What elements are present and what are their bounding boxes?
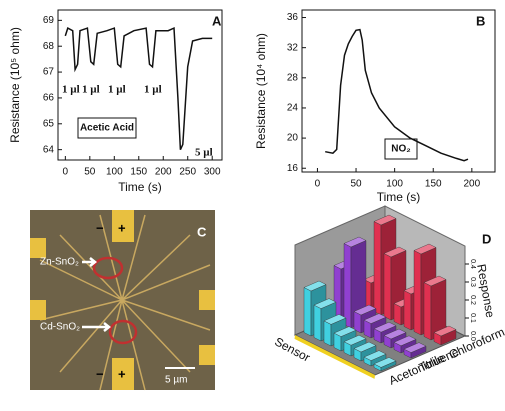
- bar-top: [393, 335, 417, 347]
- floor-edge: [294, 335, 375, 379]
- annotation: 1 µl: [62, 84, 80, 96]
- bar-top: [333, 326, 357, 337]
- panel-label: C: [197, 224, 207, 239]
- y-tick-label: 16: [287, 163, 299, 174]
- bar-front: [403, 290, 412, 331]
- bar: [343, 236, 367, 329]
- electrode-sign: +: [118, 366, 126, 381]
- bar-top: [343, 236, 367, 248]
- annotation: 5 µl: [195, 147, 213, 159]
- y-tick-label: 67: [43, 67, 55, 78]
- x-tick-label: 50: [84, 167, 96, 178]
- y-axis-label: Resistance (10⁴ ohm): [254, 33, 268, 149]
- x-tick-label: 150: [425, 179, 442, 190]
- bar-top: [343, 334, 367, 346]
- x-tick-label: 100: [106, 167, 123, 178]
- bar-front: [343, 243, 352, 329]
- panel-label: D: [482, 231, 491, 246]
- x-tick-label: 0: [63, 167, 69, 178]
- x-axis-label: Time (s): [377, 190, 421, 204]
- y-tick-label: 65: [43, 118, 55, 129]
- x-tick-label: 100: [386, 179, 403, 190]
- z-tick-label: 0.0: [469, 331, 476, 341]
- bar-top: [383, 246, 407, 258]
- annotation: NO₂: [391, 144, 410, 155]
- sample-label: Zn-SnO₂: [40, 257, 79, 268]
- bar: [363, 350, 387, 367]
- bar-front: [373, 221, 382, 316]
- x-tick-label: 200: [155, 167, 172, 178]
- bar-front: [303, 287, 312, 337]
- annotation: Acetic Acid: [80, 123, 134, 134]
- bar-front: [323, 320, 332, 347]
- z-tick-label: 0.4: [469, 259, 476, 269]
- bar-top: [373, 214, 397, 226]
- annotation: 1 µl: [144, 84, 162, 96]
- scale-bar-label: 5 µm: [165, 375, 187, 386]
- y-tick-label: 28: [287, 72, 299, 83]
- x-tick-label: 50: [350, 179, 362, 190]
- bar-top: [373, 357, 397, 368]
- bar-top: [383, 328, 407, 340]
- y-tick-label: 66: [43, 93, 55, 104]
- bar-front: [413, 250, 422, 336]
- bar-top: [303, 280, 327, 292]
- x-tick-label: 150: [130, 167, 147, 178]
- panel-label: B: [476, 13, 485, 28]
- y-tick-label: 36: [287, 12, 299, 23]
- z-tick-label: 0.1: [469, 313, 476, 323]
- x-tick-label: 250: [179, 167, 196, 178]
- bar-top: [363, 313, 387, 324]
- bar-top: [313, 298, 337, 309]
- bar-top: [373, 321, 397, 333]
- bar-front: [313, 304, 322, 342]
- y-tick-label: 20: [287, 133, 299, 144]
- bar: [433, 325, 457, 346]
- sample-label: Cd-SnO₂: [40, 322, 80, 333]
- annotation: 1 µl: [108, 84, 126, 96]
- z-tick-label: 0.3: [469, 277, 476, 287]
- bar-top: [353, 341, 377, 353]
- electrode-sign: −: [96, 220, 104, 235]
- x-tick-label: 300: [204, 167, 221, 178]
- bar: [423, 275, 447, 341]
- y-tick-label: 24: [287, 103, 299, 114]
- bar: [373, 357, 397, 372]
- bar-top: [413, 243, 437, 255]
- y-tick-label: 68: [43, 41, 55, 52]
- annotation-box: [77, 117, 137, 139]
- annotation-box: [384, 138, 418, 160]
- bar-top: [433, 325, 457, 337]
- z-tick-label: 0.2: [469, 295, 476, 305]
- panel-label: A: [212, 13, 222, 28]
- x-axis-label: Time (s): [118, 180, 162, 194]
- bar-front: [423, 282, 432, 341]
- y-tick-label: 69: [43, 15, 55, 26]
- x-tick-label: 0: [315, 179, 321, 190]
- bar-front: [383, 253, 392, 321]
- electrode-sign: +: [118, 220, 126, 235]
- bar: [353, 341, 377, 362]
- data-line: [64, 26, 213, 151]
- x-tick-label: 200: [463, 179, 480, 190]
- bar-top: [363, 350, 387, 361]
- micrograph: [30, 210, 215, 391]
- plot-frame: [301, 9, 496, 173]
- bar-top: [353, 304, 377, 316]
- y-tick-label: 32: [287, 42, 299, 53]
- bar: [403, 342, 427, 359]
- plot-frame: [57, 9, 223, 161]
- bar-top: [423, 275, 447, 287]
- y-tick-label: 64: [43, 144, 55, 155]
- electrode-sign: −: [96, 366, 104, 381]
- data-line: [325, 28, 469, 162]
- bar: [353, 304, 377, 334]
- annotation: 1 µl: [82, 84, 100, 96]
- bar-top: [323, 314, 347, 325]
- z-axis-label: Response: [474, 263, 497, 319]
- y-axis-label: Resistance (10⁵ ohm): [8, 27, 22, 143]
- bar-top: [403, 342, 427, 353]
- bar-front: [393, 303, 402, 326]
